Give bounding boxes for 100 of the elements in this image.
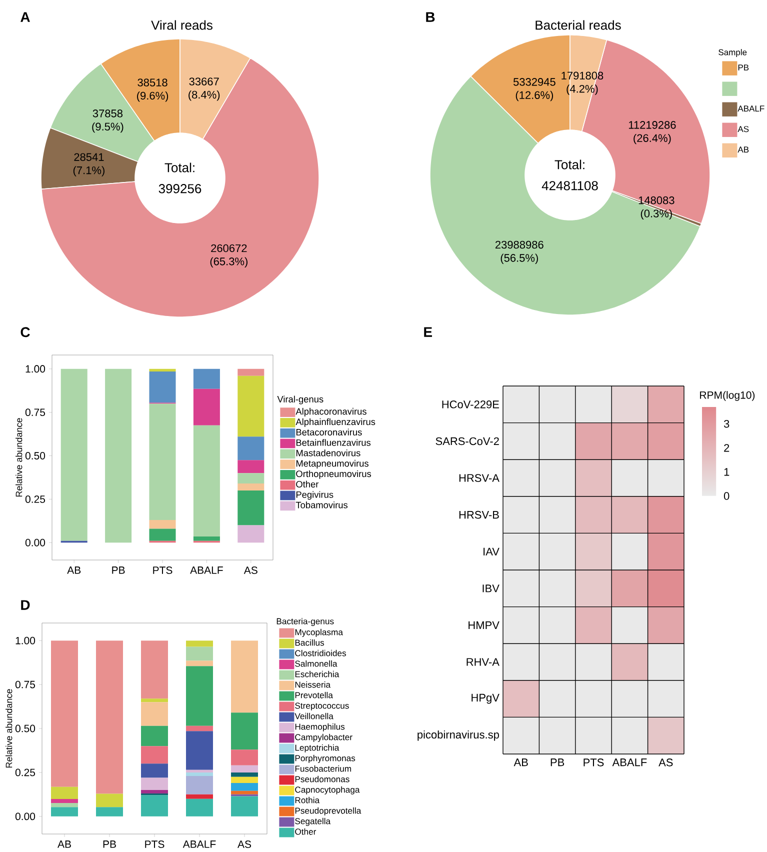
- y-tick-label: RHV-A: [466, 658, 500, 666]
- y-tick-label: 0.50: [15, 724, 36, 732]
- x-tick-label: AB: [514, 758, 528, 766]
- x-tick-label: ABALF: [190, 566, 223, 574]
- x-tick-label: PTS: [153, 566, 172, 574]
- x-tick-label: ABALF: [612, 758, 647, 766]
- bar: [149, 528, 176, 541]
- x-tick-label: AB: [58, 840, 71, 848]
- data-label: 5332945 (12.6%): [513, 78, 556, 102]
- bar: [193, 536, 220, 541]
- bar: [140, 764, 168, 778]
- text: Total: 42481108: [542, 160, 598, 190]
- legend-label: Pegivirus: [296, 491, 334, 500]
- x-tick-label: AS: [238, 840, 252, 848]
- bar: [186, 666, 213, 726]
- bar: [51, 799, 78, 804]
- legend-label: Bacillus: [295, 639, 324, 646]
- bar: [186, 726, 213, 732]
- legend-title: Bacteria-genus: [276, 618, 334, 626]
- x-tick-label: PB: [550, 758, 564, 766]
- legend-label: Pseudomonas: [295, 776, 350, 782]
- y-tick-label: 0.25: [15, 768, 36, 776]
- text: D: [21, 600, 30, 610]
- bar: [230, 783, 258, 791]
- bar: [149, 404, 176, 520]
- legend-label: Streptococcus: [295, 702, 349, 710]
- legend-label: Veillonella: [294, 712, 334, 720]
- x-tick-label: AB: [67, 566, 81, 574]
- y-tick-label: HMPV: [468, 621, 500, 629]
- x-tick-label: PB: [112, 566, 125, 574]
- bar: [140, 726, 168, 746]
- x-tick-label: AS: [658, 758, 673, 766]
- legend-label: AB: [738, 146, 749, 153]
- bar: [238, 525, 264, 543]
- legend-label: Salmonella: [295, 660, 338, 667]
- bar: [51, 807, 78, 816]
- bar: [96, 640, 123, 794]
- bar: [140, 746, 168, 764]
- legend-label: Porphyromonas: [295, 754, 356, 763]
- color-bar-label: 2: [724, 444, 730, 452]
- y-tick-label: picobirnavirus.sp: [418, 730, 499, 741]
- legend-label: Haemophilus: [295, 723, 345, 732]
- bar: [186, 776, 213, 794]
- bar: [60, 368, 88, 541]
- y-axis-title: Relative abundance: [6, 689, 12, 768]
- bar: [230, 796, 258, 816]
- x-tick-label: PTS: [145, 840, 164, 848]
- legend-label: Mycoplasma: [295, 628, 343, 637]
- legend-label: Metapneumovirus: [296, 460, 368, 469]
- bar: [238, 436, 264, 460]
- data-label: 28541 (7.1%): [73, 153, 104, 176]
- bar: [238, 376, 264, 437]
- chart-title: Viral reads: [151, 20, 212, 30]
- bar: [238, 473, 264, 484]
- y-axis-title: Relative abundance: [16, 418, 22, 497]
- y-tick-label: 0.75: [25, 408, 46, 416]
- bar: [186, 640, 213, 647]
- legend-label: AS: [738, 126, 749, 132]
- y-tick-label: IBV: [482, 584, 500, 592]
- legend-label: Capnocytophaga: [295, 786, 360, 794]
- legend-label: Alphacoronavirus: [296, 408, 366, 417]
- text: Total: 399256: [158, 162, 202, 194]
- bar: [51, 803, 78, 808]
- y-tick-label: HCoV-229E: [442, 400, 499, 408]
- y-tick-label: 0.25: [25, 495, 46, 503]
- bar: [51, 640, 78, 787]
- bar: [186, 646, 213, 661]
- bar: [140, 778, 168, 790]
- y-tick-label: 0.50: [25, 452, 46, 460]
- data-label: 23988986 (56.5%): [495, 240, 544, 264]
- color-bar-label: 1: [724, 468, 730, 476]
- bar: [186, 770, 213, 772]
- legend-label: Prevotella: [295, 692, 333, 698]
- bar: [186, 660, 213, 666]
- bar: [140, 702, 168, 726]
- bar: [140, 640, 168, 699]
- bar: [230, 772, 258, 777]
- bar: [51, 786, 78, 800]
- y-tick-label: 1.00: [16, 636, 36, 644]
- y-tick-label: SARS-CoV-2: [436, 437, 499, 446]
- data-label: 11219286 (26.4%): [628, 121, 676, 144]
- text: C: [20, 327, 30, 338]
- text: E: [424, 327, 432, 337]
- x-tick-label: PB: [103, 840, 116, 848]
- y-tick-label: 0.75: [15, 680, 36, 688]
- bar: [238, 368, 264, 376]
- data-label: 37858 (9.5%): [92, 110, 124, 133]
- color-bar-label: 0: [724, 492, 730, 500]
- y-tick-label: HPgV: [472, 694, 500, 704]
- bar: [193, 368, 220, 389]
- bar: [140, 795, 168, 816]
- bar: [238, 460, 264, 474]
- legend-label: Pseudoprevotella: [295, 807, 362, 816]
- text: B: [426, 12, 435, 22]
- data-label: 38518 (9.6%): [137, 78, 168, 102]
- legend-label: Other: [295, 828, 316, 835]
- bar: [186, 798, 213, 816]
- legend-label: ABALF: [738, 106, 764, 112]
- data-label: 148083 (0.3%): [638, 196, 674, 220]
- legend-label: Other: [296, 480, 319, 488]
